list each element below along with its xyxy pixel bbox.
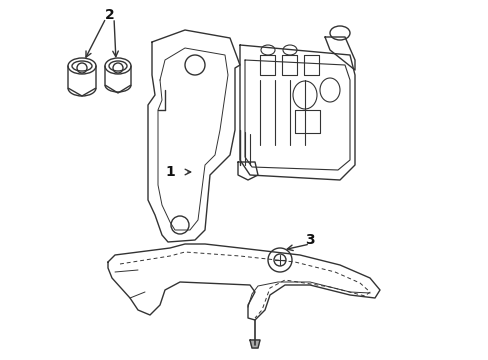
Polygon shape <box>249 340 260 348</box>
Text: 2: 2 <box>105 8 115 22</box>
Text: 1: 1 <box>165 165 175 179</box>
Text: 3: 3 <box>305 233 314 247</box>
